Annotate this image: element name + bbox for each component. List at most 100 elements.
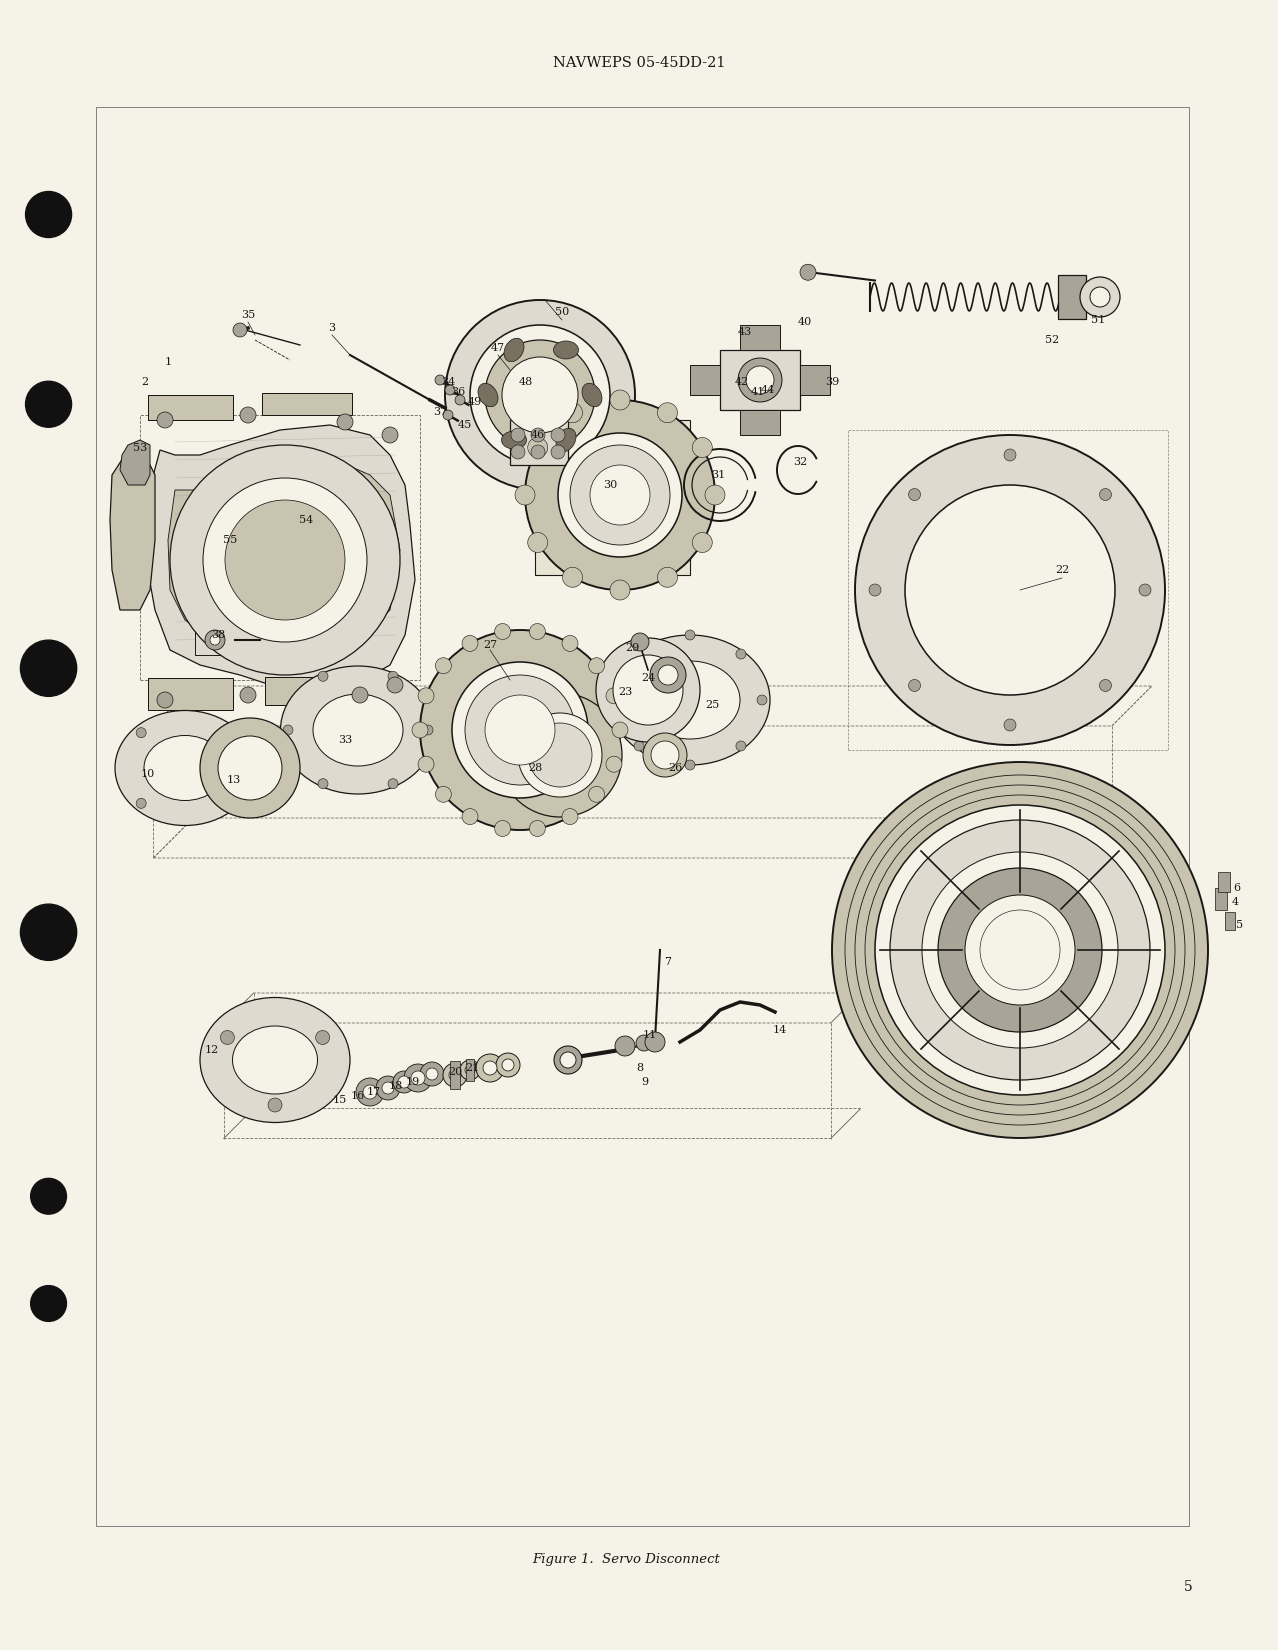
Text: 9: 9 xyxy=(642,1077,648,1087)
Circle shape xyxy=(495,624,511,640)
Circle shape xyxy=(445,300,635,490)
Circle shape xyxy=(530,427,544,442)
Circle shape xyxy=(562,403,583,422)
Text: 26: 26 xyxy=(668,762,682,772)
Circle shape xyxy=(220,1031,234,1044)
Circle shape xyxy=(443,409,452,421)
Circle shape xyxy=(693,533,712,553)
Bar xyxy=(148,394,233,421)
Text: 28: 28 xyxy=(528,762,542,772)
Circle shape xyxy=(389,779,397,789)
Circle shape xyxy=(832,762,1208,1138)
Bar xyxy=(466,1059,474,1081)
Ellipse shape xyxy=(640,662,740,739)
Circle shape xyxy=(613,695,622,705)
Circle shape xyxy=(157,691,173,708)
Text: 4: 4 xyxy=(1232,898,1238,908)
Circle shape xyxy=(658,665,679,685)
Circle shape xyxy=(651,657,686,693)
Circle shape xyxy=(855,436,1166,746)
Polygon shape xyxy=(167,460,400,660)
Text: 30: 30 xyxy=(603,480,617,490)
Circle shape xyxy=(560,1053,576,1068)
Circle shape xyxy=(31,1285,66,1322)
Circle shape xyxy=(463,808,478,825)
Circle shape xyxy=(736,648,746,658)
Circle shape xyxy=(909,680,920,691)
Text: 19: 19 xyxy=(406,1077,420,1087)
Circle shape xyxy=(1139,584,1151,596)
Text: 24: 24 xyxy=(640,673,656,683)
Circle shape xyxy=(1099,488,1112,500)
Circle shape xyxy=(938,868,1102,1031)
Circle shape xyxy=(389,672,397,681)
Text: 46: 46 xyxy=(530,431,546,441)
Circle shape xyxy=(589,787,604,802)
Circle shape xyxy=(445,384,455,394)
Circle shape xyxy=(606,756,622,772)
Circle shape xyxy=(475,1054,504,1082)
Circle shape xyxy=(137,728,146,738)
Circle shape xyxy=(204,630,225,650)
Circle shape xyxy=(525,399,714,591)
Circle shape xyxy=(528,437,548,457)
Circle shape xyxy=(737,358,782,403)
Circle shape xyxy=(387,676,403,693)
Text: 39: 39 xyxy=(824,376,840,388)
Ellipse shape xyxy=(581,383,602,406)
Circle shape xyxy=(420,630,620,830)
Circle shape xyxy=(455,394,465,404)
Circle shape xyxy=(282,724,293,734)
Text: 6: 6 xyxy=(1233,883,1241,893)
Text: 38: 38 xyxy=(211,630,225,640)
Text: 29: 29 xyxy=(625,644,639,653)
Circle shape xyxy=(693,437,712,457)
Circle shape xyxy=(318,672,328,681)
Text: 14: 14 xyxy=(773,1025,787,1035)
Circle shape xyxy=(1005,449,1016,460)
Circle shape xyxy=(203,478,367,642)
Circle shape xyxy=(137,799,146,808)
Circle shape xyxy=(634,648,644,658)
Circle shape xyxy=(634,741,644,751)
Bar xyxy=(148,678,233,710)
Circle shape xyxy=(443,1063,466,1087)
Text: 20: 20 xyxy=(447,1068,463,1077)
Text: 45: 45 xyxy=(458,421,472,431)
Circle shape xyxy=(615,1036,635,1056)
Circle shape xyxy=(921,851,1118,1048)
Bar xyxy=(262,393,351,416)
Circle shape xyxy=(980,911,1059,990)
Text: 48: 48 xyxy=(519,376,533,388)
Bar xyxy=(510,421,567,465)
Ellipse shape xyxy=(199,998,350,1122)
Bar xyxy=(1215,888,1227,911)
Text: 11: 11 xyxy=(643,1030,657,1040)
Bar xyxy=(1058,276,1086,318)
Circle shape xyxy=(351,686,368,703)
Circle shape xyxy=(511,427,525,442)
Circle shape xyxy=(502,1059,514,1071)
Text: 5: 5 xyxy=(1185,1581,1192,1594)
Circle shape xyxy=(449,1069,461,1081)
Circle shape xyxy=(318,779,328,789)
Ellipse shape xyxy=(556,429,576,452)
Circle shape xyxy=(210,635,220,645)
Text: Figure 1.  Servo Disconnect: Figure 1. Servo Disconnect xyxy=(532,1553,721,1566)
Circle shape xyxy=(1005,719,1016,731)
Circle shape xyxy=(420,1063,443,1086)
Text: 35: 35 xyxy=(240,310,256,320)
Text: 7: 7 xyxy=(665,957,671,967)
Text: 3: 3 xyxy=(328,323,336,333)
Bar xyxy=(450,1061,460,1089)
Circle shape xyxy=(1080,277,1120,317)
Circle shape xyxy=(889,820,1150,1081)
Text: 18: 18 xyxy=(389,1081,403,1091)
Polygon shape xyxy=(110,455,155,610)
Circle shape xyxy=(589,658,604,673)
Bar xyxy=(265,676,366,705)
Circle shape xyxy=(31,1178,66,1214)
Text: 36: 36 xyxy=(451,388,465,398)
Text: 42: 42 xyxy=(735,376,749,388)
Text: 34: 34 xyxy=(441,376,455,388)
